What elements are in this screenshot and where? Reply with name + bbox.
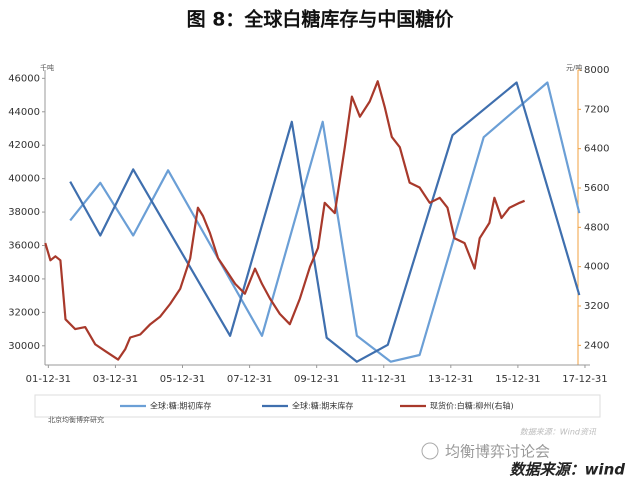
footnote-left: 北京均衡博弈研究 bbox=[48, 415, 104, 424]
y2-tick-label: 3200 bbox=[584, 301, 609, 312]
x-tick-label: 17-12-31 bbox=[562, 374, 607, 385]
y-tick-label: 40000 bbox=[8, 174, 40, 185]
legend-label: 现货价:白糖:柳州(右轴) bbox=[430, 401, 514, 411]
y-tick-label: 46000 bbox=[8, 73, 40, 84]
series-line bbox=[44, 80, 526, 361]
y-tick-label: 38000 bbox=[8, 207, 40, 218]
chart-title: 图 8：全球白糖库存与中国糖价 bbox=[187, 8, 455, 31]
y2-tick-label: 7200 bbox=[584, 104, 609, 115]
x-tick-label: 11-12-31 bbox=[361, 374, 406, 385]
legend-label: 全球:糖:期末库存 bbox=[292, 401, 353, 411]
y2-unit: 元/吨 bbox=[566, 63, 582, 72]
y2-tick-label: 8000 bbox=[584, 65, 609, 76]
x-tick-label: 15-12-31 bbox=[495, 374, 540, 385]
legend-label: 全球:糖:期初库存 bbox=[150, 401, 211, 411]
y-tick-label: 36000 bbox=[8, 240, 40, 251]
series-line bbox=[69, 81, 581, 363]
y-unit: 千吨 bbox=[40, 63, 54, 72]
y-tick-label: 42000 bbox=[8, 140, 40, 151]
x-tick-label: 05-12-31 bbox=[160, 374, 205, 385]
watermark: 均衡博弈讨论会 bbox=[445, 443, 550, 461]
y2-tick-label: 4000 bbox=[584, 262, 609, 273]
x-tick-label: 07-12-31 bbox=[227, 374, 272, 385]
y2-tick-label: 6400 bbox=[584, 144, 609, 155]
watermark-icon bbox=[421, 442, 439, 460]
y2-tick-label: 4800 bbox=[584, 222, 609, 233]
footnote-right: 数据来源：Wind资讯 bbox=[520, 428, 597, 437]
legend-box bbox=[34, 394, 601, 418]
x-tick-label: 03-12-31 bbox=[93, 374, 138, 385]
x-tick-label: 09-12-31 bbox=[294, 374, 339, 385]
y2-tick-label: 5600 bbox=[584, 183, 609, 194]
x-tick-label: 01-12-31 bbox=[26, 374, 71, 385]
y-tick-label: 34000 bbox=[8, 274, 40, 285]
series-line bbox=[69, 81, 581, 363]
y-tick-label: 44000 bbox=[8, 107, 40, 118]
y-tick-label: 30000 bbox=[8, 341, 40, 352]
source: 数据来源：wind bbox=[510, 461, 626, 479]
y-tick-label: 32000 bbox=[8, 307, 40, 318]
x-tick-label: 13-12-31 bbox=[428, 374, 473, 385]
y2-tick-label: 2400 bbox=[584, 340, 609, 351]
